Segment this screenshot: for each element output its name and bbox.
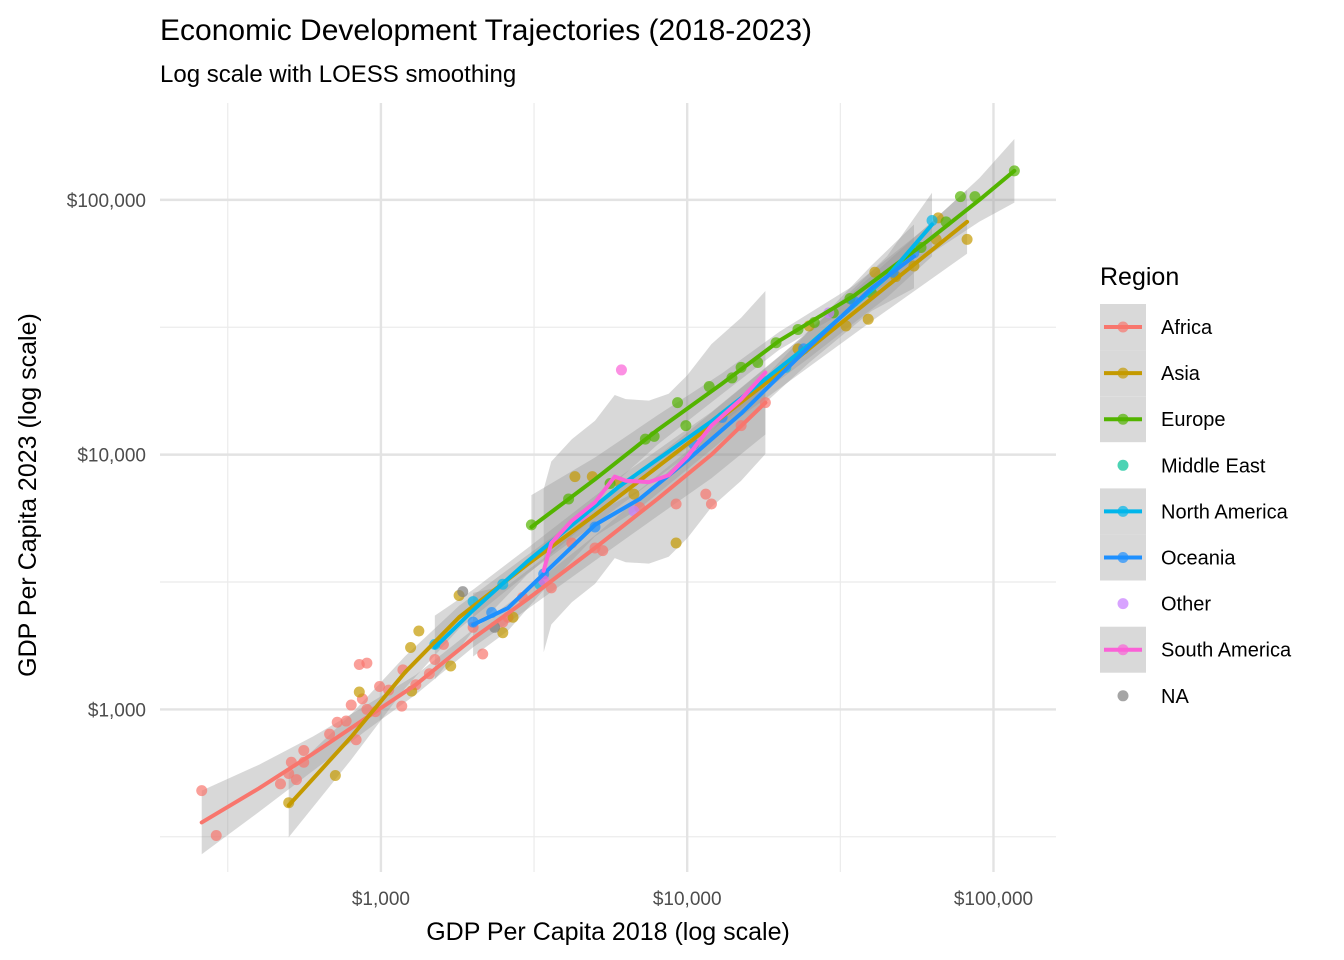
smooth-lines xyxy=(199,168,1017,825)
plot-panel xyxy=(160,103,1056,872)
legend-key-point xyxy=(1117,644,1129,656)
legend-key-point xyxy=(1117,505,1129,517)
legend-label: Asia xyxy=(1161,363,1201,385)
legend-key-point xyxy=(1117,690,1129,702)
data-point xyxy=(961,233,973,245)
legend-label: Europe xyxy=(1161,409,1226,431)
legend-key-point xyxy=(1117,552,1129,563)
data-point xyxy=(457,586,469,598)
data-point xyxy=(700,488,712,500)
data-point xyxy=(445,660,457,672)
legend: Region Africa Asia Europe Middle East North … xyxy=(1100,263,1292,708)
data-point xyxy=(862,313,874,325)
x-tick-label: $10,000 xyxy=(653,889,722,910)
data-point xyxy=(331,716,343,728)
legend-label: Other xyxy=(1161,594,1211,616)
data-point xyxy=(615,364,627,376)
y-axis-title: GDP Per Capita 2023 (log scale) xyxy=(14,313,42,677)
data-point xyxy=(298,744,310,756)
axis-ticks: $1,000 $10,000 $100,000 $1,000 $10,000 $100,0… xyxy=(67,191,1033,910)
confidence-band xyxy=(434,192,933,680)
data-point xyxy=(597,545,609,557)
confidence-band xyxy=(473,224,914,657)
smooth-line xyxy=(529,168,1017,529)
y-tick-label: $10,000 xyxy=(77,446,146,467)
data-point xyxy=(405,641,417,653)
data-point xyxy=(329,770,341,782)
smooth-line xyxy=(471,254,916,627)
data-point xyxy=(869,266,881,278)
legend-label: South America xyxy=(1161,640,1292,662)
smooth-line xyxy=(541,370,768,573)
data-point xyxy=(413,625,425,637)
data-point xyxy=(429,653,441,665)
data-point xyxy=(353,686,365,698)
data-point xyxy=(705,498,717,510)
legend-key-point xyxy=(1117,367,1129,379)
data-point xyxy=(670,537,682,549)
data-point xyxy=(672,397,684,409)
legend-key-point xyxy=(1117,459,1129,471)
data-point xyxy=(680,420,692,432)
data-point xyxy=(569,471,581,483)
data-point xyxy=(345,699,357,711)
data-point xyxy=(374,680,386,692)
legend-title: Region xyxy=(1100,263,1179,291)
legend-label: Oceania xyxy=(1161,548,1236,570)
data-point xyxy=(340,715,352,727)
data-point xyxy=(477,648,489,660)
legend-label: Middle East xyxy=(1161,455,1266,477)
data-point xyxy=(507,611,519,623)
chart-title: Economic Development Trajectories (2018-… xyxy=(160,14,812,47)
legend-label: NA xyxy=(1161,686,1189,708)
y-tick-label: $1,000 xyxy=(88,700,146,721)
x-tick-label: $1,000 xyxy=(352,889,410,910)
data-point xyxy=(926,214,938,226)
smooth-line xyxy=(199,400,768,825)
data-point xyxy=(628,488,640,500)
data-point xyxy=(290,774,302,786)
confidence-band xyxy=(531,138,1015,559)
data-point xyxy=(274,778,286,790)
legend-key-point xyxy=(1117,321,1129,333)
data-point xyxy=(324,728,336,740)
legend-label: Africa xyxy=(1161,317,1213,339)
chart-subtitle: Log scale with LOESS smoothing xyxy=(160,61,516,88)
y-tick-label: $100,000 xyxy=(67,191,146,212)
legend-key-point xyxy=(1117,598,1129,610)
data-point xyxy=(497,627,509,639)
data-point xyxy=(396,700,408,712)
legend-key-point xyxy=(1117,413,1129,425)
x-tick-label: $100,000 xyxy=(954,889,1033,910)
x-axis-title: GDP Per Capita 2018 (log scale) xyxy=(426,918,790,946)
smooth-line xyxy=(286,219,970,808)
data-point xyxy=(361,657,373,669)
data-point xyxy=(954,191,966,203)
data-point xyxy=(210,829,222,841)
data-point xyxy=(670,498,682,510)
legend-label: North America xyxy=(1161,501,1289,523)
data-point xyxy=(196,785,208,797)
